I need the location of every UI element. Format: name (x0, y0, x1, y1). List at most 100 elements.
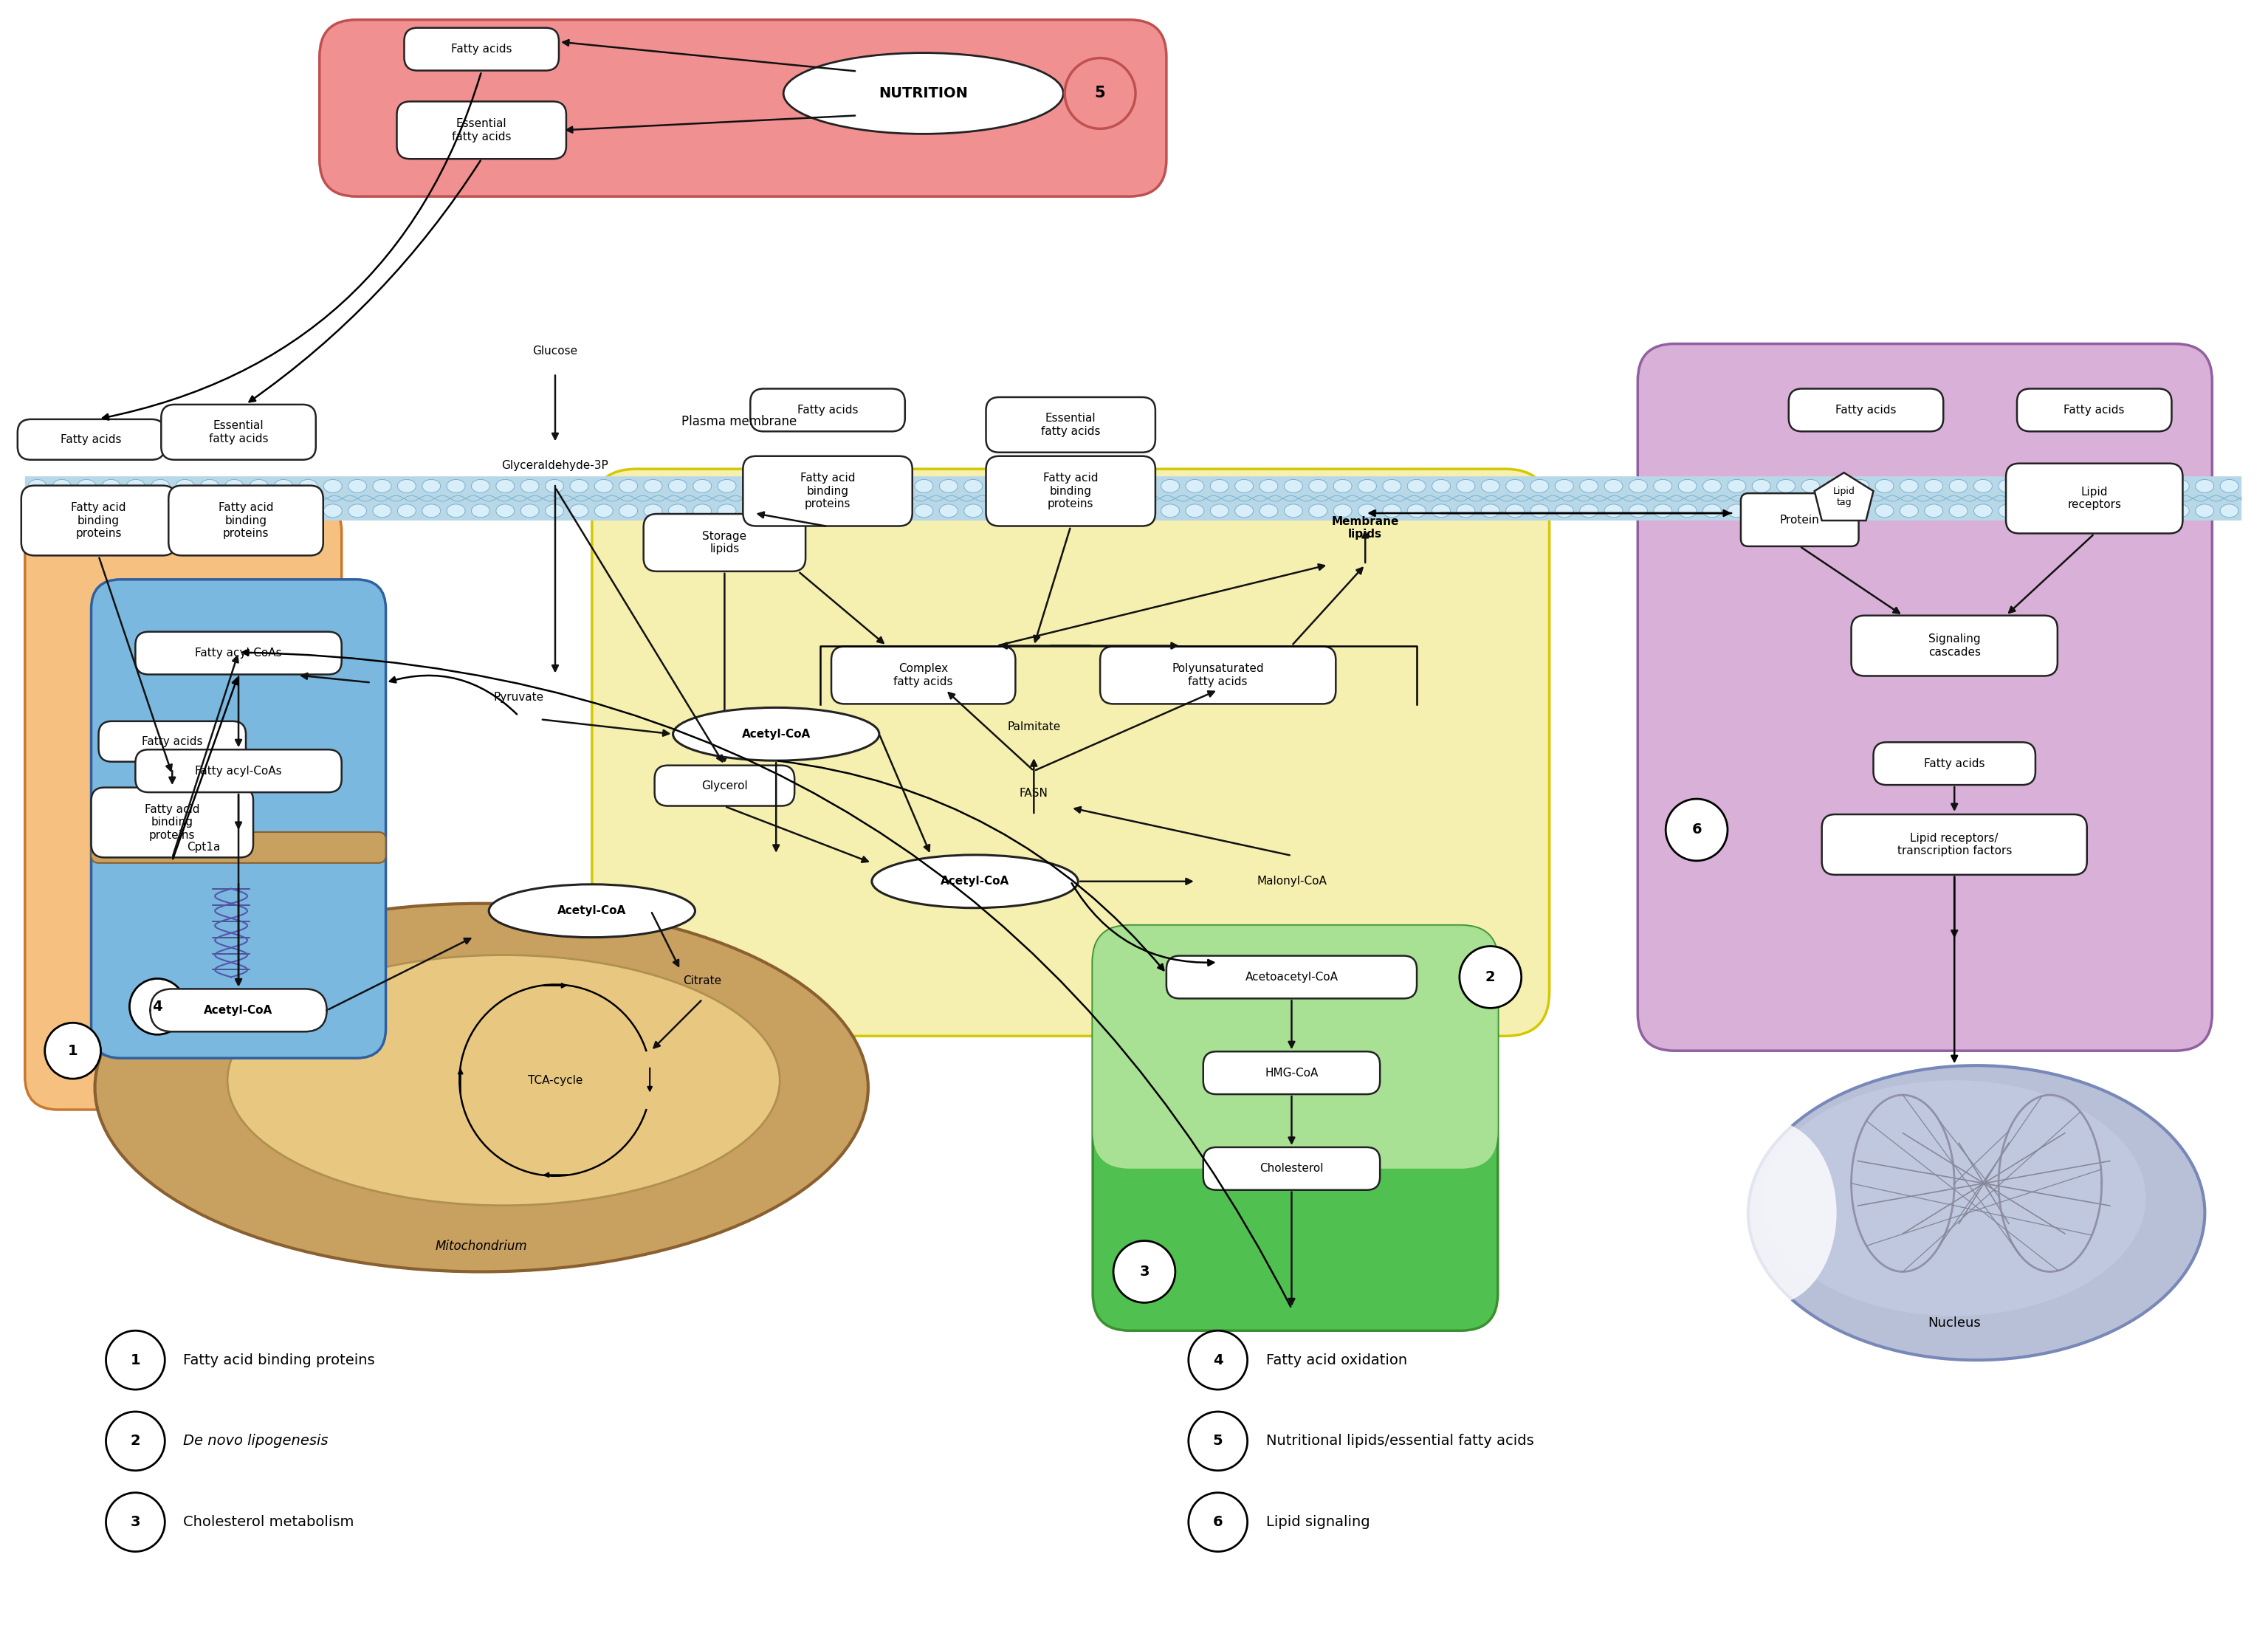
Ellipse shape (816, 504, 835, 517)
Ellipse shape (1359, 504, 1377, 517)
Ellipse shape (1309, 504, 1327, 517)
Ellipse shape (669, 504, 687, 517)
Ellipse shape (200, 504, 218, 517)
Ellipse shape (274, 479, 293, 493)
Text: Protein: Protein (1780, 514, 1819, 525)
Ellipse shape (1703, 504, 1721, 517)
Ellipse shape (1556, 479, 1574, 493)
Ellipse shape (274, 504, 293, 517)
FancyBboxPatch shape (320, 20, 1166, 197)
Text: 6: 6 (1213, 1516, 1222, 1529)
Ellipse shape (717, 479, 737, 493)
Ellipse shape (1901, 504, 1919, 517)
Text: 3: 3 (1139, 1264, 1150, 1279)
Ellipse shape (299, 479, 318, 493)
Text: Fatty acids: Fatty acids (61, 433, 122, 445)
Ellipse shape (1186, 479, 1204, 493)
Ellipse shape (939, 479, 957, 493)
Ellipse shape (1948, 479, 1969, 493)
Ellipse shape (1211, 504, 1229, 517)
Ellipse shape (1481, 479, 1499, 493)
Ellipse shape (1383, 479, 1402, 493)
Ellipse shape (841, 504, 860, 517)
Ellipse shape (569, 479, 587, 493)
Text: FASN: FASN (1021, 788, 1048, 798)
Ellipse shape (152, 504, 170, 517)
Ellipse shape (2073, 504, 2091, 517)
Ellipse shape (594, 479, 612, 493)
Ellipse shape (2195, 479, 2214, 493)
Text: Storage
lipids: Storage lipids (703, 530, 746, 555)
FancyBboxPatch shape (1204, 1051, 1379, 1094)
Text: Essential
fatty acids: Essential fatty acids (1041, 412, 1100, 437)
Ellipse shape (522, 504, 540, 517)
Ellipse shape (866, 479, 885, 493)
Ellipse shape (1456, 479, 1474, 493)
Text: 4: 4 (152, 1000, 163, 1013)
Ellipse shape (2146, 504, 2164, 517)
FancyBboxPatch shape (1851, 616, 2057, 677)
Ellipse shape (1136, 479, 1154, 493)
Ellipse shape (1383, 504, 1402, 517)
Ellipse shape (742, 504, 760, 517)
FancyBboxPatch shape (1742, 493, 1860, 547)
Text: Essential
fatty acids: Essential fatty acids (209, 420, 268, 443)
Text: Cpt1a: Cpt1a (186, 842, 220, 854)
Ellipse shape (792, 479, 810, 493)
Ellipse shape (1851, 479, 1869, 493)
Ellipse shape (52, 479, 70, 493)
FancyBboxPatch shape (136, 749, 342, 793)
Ellipse shape (1259, 479, 1277, 493)
Ellipse shape (1628, 479, 1647, 493)
Ellipse shape (1136, 504, 1154, 517)
FancyBboxPatch shape (1100, 647, 1336, 704)
Ellipse shape (127, 504, 145, 517)
Ellipse shape (102, 479, 120, 493)
Text: 2: 2 (129, 1433, 141, 1448)
Ellipse shape (249, 504, 268, 517)
Ellipse shape (1481, 504, 1499, 517)
Ellipse shape (694, 479, 712, 493)
Ellipse shape (1762, 1080, 2146, 1315)
Ellipse shape (1926, 504, 1944, 517)
Ellipse shape (644, 504, 662, 517)
Ellipse shape (1161, 479, 1179, 493)
FancyBboxPatch shape (644, 514, 805, 571)
Ellipse shape (1039, 504, 1057, 517)
Ellipse shape (674, 708, 880, 760)
Text: Membrane
lipids: Membrane lipids (1331, 516, 1399, 540)
Circle shape (1188, 1330, 1247, 1389)
Text: 3: 3 (129, 1516, 141, 1529)
Ellipse shape (1973, 504, 1991, 517)
Text: Fatty acid binding proteins: Fatty acid binding proteins (184, 1353, 374, 1368)
Ellipse shape (497, 479, 515, 493)
Circle shape (1188, 1412, 1247, 1471)
Text: Nutritional lipids/essential fatty acids: Nutritional lipids/essential fatty acids (1266, 1433, 1533, 1448)
Ellipse shape (1211, 479, 1229, 493)
Ellipse shape (1284, 504, 1302, 517)
Ellipse shape (1653, 504, 1672, 517)
Ellipse shape (77, 504, 95, 517)
Ellipse shape (889, 504, 909, 517)
Ellipse shape (1039, 479, 1057, 493)
FancyBboxPatch shape (18, 419, 166, 460)
Text: Essential
fatty acids: Essential fatty acids (451, 118, 510, 143)
Ellipse shape (1234, 504, 1254, 517)
FancyBboxPatch shape (1821, 814, 2087, 875)
Ellipse shape (490, 885, 694, 938)
Text: Glycerol: Glycerol (701, 780, 748, 791)
Ellipse shape (1753, 504, 1771, 517)
FancyBboxPatch shape (1637, 343, 2211, 1051)
Ellipse shape (2098, 504, 2116, 517)
Ellipse shape (1728, 479, 1746, 493)
Circle shape (1665, 800, 1728, 860)
Ellipse shape (594, 504, 612, 517)
Ellipse shape (1556, 504, 1574, 517)
Ellipse shape (1948, 504, 1969, 517)
Ellipse shape (27, 479, 45, 493)
Ellipse shape (914, 479, 932, 493)
Ellipse shape (694, 504, 712, 517)
Ellipse shape (964, 504, 982, 517)
Ellipse shape (1531, 504, 1549, 517)
Ellipse shape (841, 479, 860, 493)
